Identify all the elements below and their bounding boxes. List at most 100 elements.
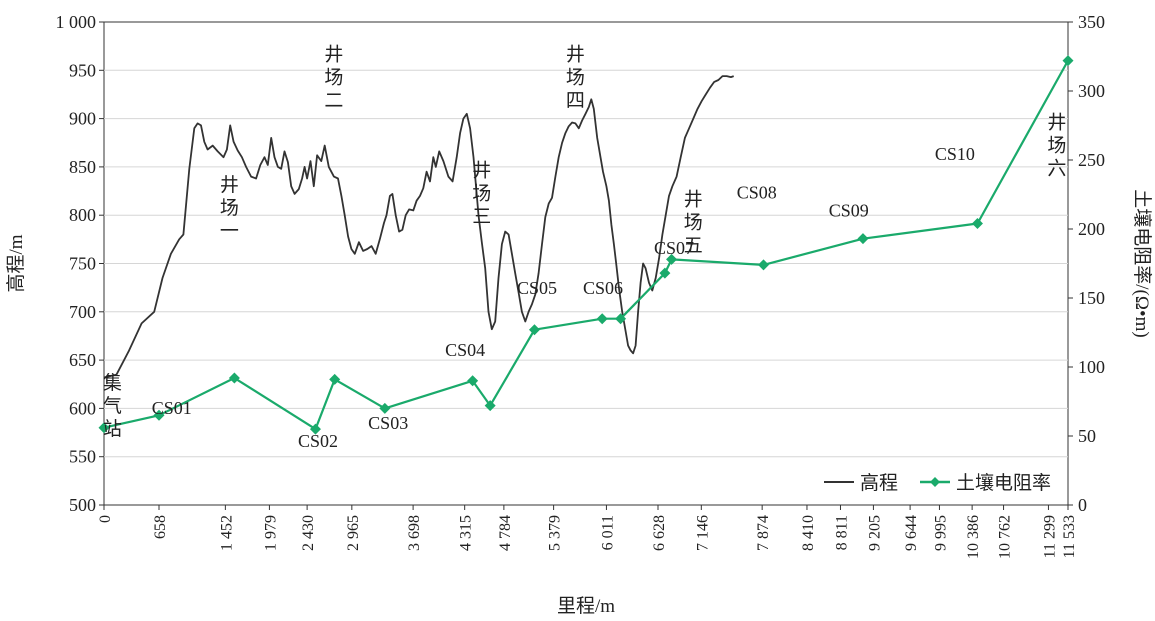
x-tick-label: 10 762 — [997, 515, 1014, 559]
cs-point-label: CS06 — [583, 278, 623, 298]
series-layer — [98, 55, 1074, 435]
site-label: 井场一 — [220, 174, 239, 242]
site-label-char: 井 — [220, 174, 239, 196]
site-label-char: 六 — [1047, 157, 1066, 179]
cs-point-label: CS05 — [517, 278, 557, 298]
site-label-char: 站 — [103, 418, 122, 440]
site-label-char: 四 — [566, 91, 585, 112]
site-label-char: 井 — [566, 44, 585, 66]
resistivity-point — [971, 217, 983, 229]
x-tick-label: 1 979 — [262, 515, 279, 551]
y-right-tick-label: 100 — [1078, 357, 1105, 377]
resistivity-point — [379, 402, 391, 414]
x-tick-label: 7 146 — [694, 515, 711, 551]
x-tick-label: 4 315 — [458, 515, 475, 551]
resistivity-point — [757, 259, 769, 271]
resistivity-point — [1062, 55, 1074, 67]
site-label: 井场二 — [324, 44, 343, 112]
site-label-char: 井 — [1047, 111, 1066, 133]
resistivity-line — [103, 60, 1069, 431]
y-left-tick-label: 500 — [69, 495, 96, 515]
y-right-tick-label: 350 — [1078, 12, 1105, 32]
resistivity-point — [528, 324, 540, 336]
resistivity-point — [309, 423, 321, 435]
y-left-tick-label: 600 — [69, 398, 96, 418]
elevation-line — [103, 75, 735, 379]
x-tick-label: 1 452 — [218, 515, 235, 551]
site-label: 井场六 — [1047, 111, 1066, 179]
x-tick-label: 10 386 — [965, 515, 982, 559]
x-tick-label: 11 533 — [1061, 515, 1078, 558]
site-label-char: 三 — [472, 207, 491, 228]
x-tick-label: 8 410 — [800, 515, 817, 551]
site-label-char: 五 — [684, 236, 703, 257]
resistivity-point — [467, 375, 479, 387]
y-axis-left-label: 高程/m — [5, 234, 27, 292]
x-tick-label: 4 784 — [497, 515, 514, 551]
resistivity-point — [98, 422, 110, 434]
x-axis: 0 658 1 452 1 979 2 430 2 965 3 698 4 315 4 784 5… — [97, 505, 1078, 559]
gridlines — [104, 69, 1068, 458]
x-tick-label: 6 011 — [599, 515, 616, 550]
legend-label: 土壤电阻率 — [956, 472, 1051, 494]
site-label-char: 场 — [566, 67, 585, 89]
site-label-char: 井 — [324, 44, 343, 66]
y-right-tick-label: 0 — [1078, 495, 1087, 515]
y-axis-right: 0 50 100 150 200 250 300 350 — [1068, 12, 1105, 515]
y-right-tick-label: 150 — [1078, 288, 1105, 308]
y-left-tick-label: 950 — [69, 60, 96, 80]
resistivity-point — [659, 267, 671, 279]
legend-label: 高程 — [860, 472, 898, 494]
x-tick-label: 6 628 — [651, 515, 668, 551]
site-label-char: 井 — [684, 189, 703, 211]
site-label-char: 气 — [103, 395, 122, 417]
site-label-char: 集 — [103, 372, 122, 394]
y-left-tick-label: 800 — [69, 205, 96, 225]
y-left-tick-label: 750 — [69, 254, 96, 274]
resistivity-point — [615, 313, 627, 325]
site-label: 井场五 — [684, 189, 703, 257]
x-axis-label: 里程/m — [557, 595, 615, 617]
y-left-tick-label: 850 — [69, 157, 96, 177]
site-label-char: 二 — [324, 91, 343, 112]
x-tick-label: 658 — [152, 515, 169, 539]
y-right-tick-label: 300 — [1078, 81, 1105, 101]
resistivity-point — [596, 313, 608, 325]
resistivity-point — [484, 400, 496, 412]
x-tick-label: 8 811 — [833, 515, 850, 550]
cs-point-label: CS03 — [368, 413, 408, 433]
site-label-char: 场 — [220, 197, 239, 219]
site-label: 井场三 — [472, 160, 491, 228]
x-tick-label: 3 698 — [406, 515, 423, 551]
legend-marker — [930, 477, 940, 487]
x-tick-label: 9 995 — [932, 515, 949, 551]
cs-point-label: CS10 — [935, 144, 975, 164]
y-right-tick-label: 250 — [1078, 150, 1105, 170]
resistivity-point — [329, 373, 341, 385]
y-right-tick-label: 200 — [1078, 219, 1105, 239]
y-right-tick-label: 50 — [1078, 426, 1096, 446]
y-left-tick-label: 1 000 — [56, 12, 97, 32]
x-tick-label: 7 874 — [755, 515, 772, 551]
site-label: 集气站 — [103, 372, 122, 440]
resistivity-point — [153, 409, 165, 421]
cs-point-label: CS08 — [737, 183, 777, 203]
x-tick-label: 0 — [97, 515, 114, 523]
y-left-tick-label: 650 — [69, 350, 96, 370]
x-tick-label: 2 965 — [345, 515, 362, 551]
x-tick-label: 9 644 — [903, 515, 920, 551]
cs-point-label: CS09 — [829, 201, 869, 221]
site-label-char: 场 — [684, 212, 703, 234]
site-label: 井场四 — [566, 44, 585, 112]
resistivity-point — [857, 233, 869, 245]
site-label-char: 井 — [472, 160, 491, 182]
cs-point-label: CS07 — [654, 238, 694, 258]
site-label-char: 场 — [472, 183, 491, 205]
x-tick-label: 5 379 — [547, 515, 564, 551]
legend: 高程 土壤电阻率 — [824, 472, 1051, 494]
site-label-char: 场 — [1047, 134, 1066, 156]
site-label-char: 一 — [220, 221, 239, 242]
x-tick-label: 2 430 — [300, 515, 317, 551]
cs-point-label: CS04 — [445, 340, 485, 360]
